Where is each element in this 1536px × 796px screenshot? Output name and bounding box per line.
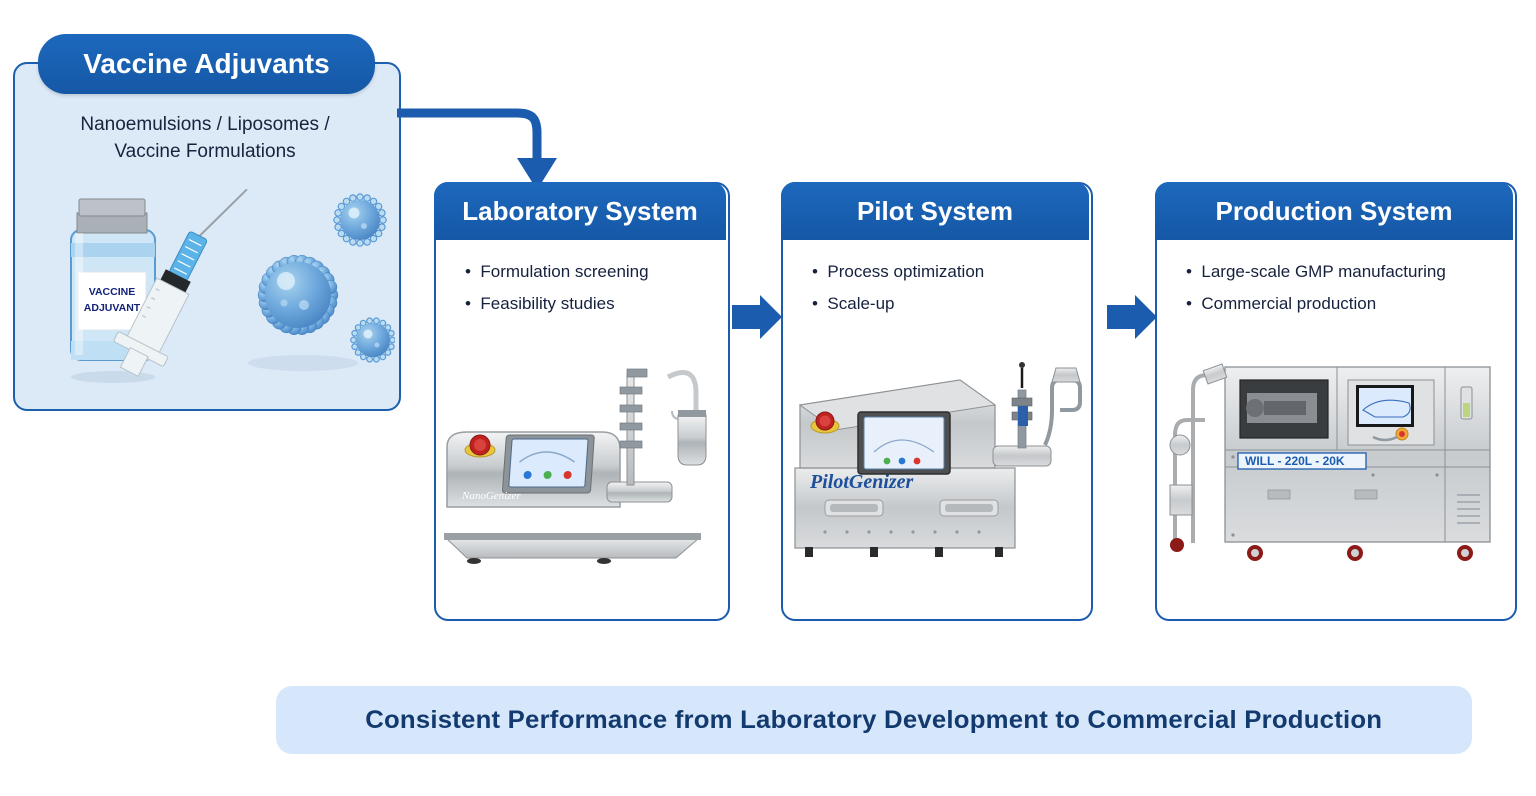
svg-text:NanoGenizer: NanoGenizer bbox=[461, 490, 521, 502]
svg-text:VACCINE: VACCINE bbox=[89, 286, 135, 298]
svg-text:WILL - 220L - 20K: WILL - 220L - 20K bbox=[1245, 454, 1345, 468]
svg-text:ADJUVANT: ADJUVANT bbox=[84, 302, 141, 314]
